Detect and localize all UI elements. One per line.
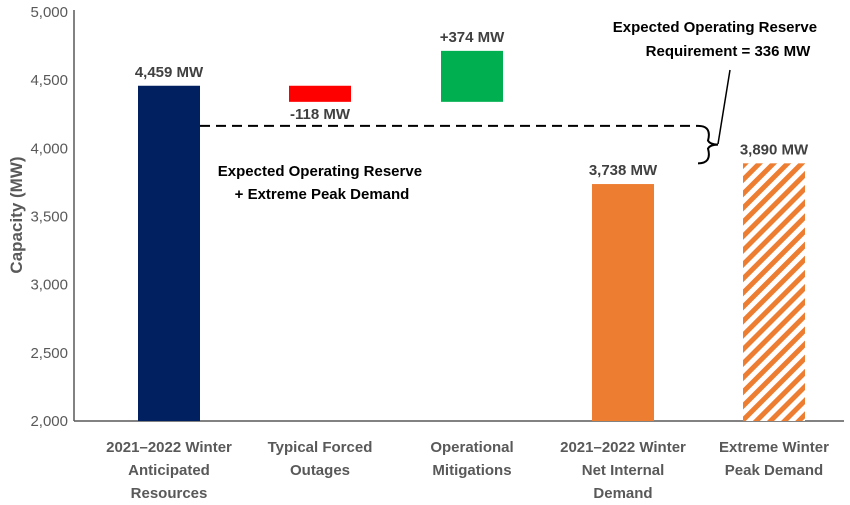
x-category-label: 2021–2022 Winter Anticipated Resources bbox=[106, 439, 232, 502]
annotation-left: Expected Operating Reserve + Extreme Pea… bbox=[218, 163, 426, 203]
annotation-left-line2: + Extreme Peak Demand bbox=[235, 186, 410, 203]
annotation-left-line1: Expected Operating Reserve bbox=[218, 163, 422, 180]
y-tick-label: 5,000 bbox=[30, 4, 68, 21]
y-axis-label: Capacity (MW) bbox=[7, 156, 26, 273]
x-category-label: Operational Mitigations bbox=[430, 439, 513, 479]
bar bbox=[743, 163, 805, 421]
x-axis-category-labels: 2021–2022 Winter Anticipated Resources Typi… bbox=[106, 439, 829, 502]
bar bbox=[592, 184, 654, 421]
y-tick-label: 2,000 bbox=[30, 413, 68, 430]
bar bbox=[289, 85, 351, 102]
bar-data-label: 3,890 MW bbox=[740, 141, 809, 158]
x-category-label: 2021–2022 Winter Net Internal Demand bbox=[560, 439, 686, 502]
bar bbox=[441, 50, 503, 102]
annotation-right-line2: Requirement = 336 MW bbox=[646, 43, 811, 60]
reserve-requirement-bracket bbox=[697, 124, 719, 165]
bar bbox=[138, 85, 200, 421]
y-tick-label: 3,500 bbox=[30, 209, 68, 226]
callout-leader-line bbox=[717, 69, 731, 145]
y-tick-label: 2,500 bbox=[30, 345, 68, 362]
bar-data-labels: 4,459 MW -118 MW +374 MW 3,738 MW 3,890 MW bbox=[135, 29, 809, 179]
bars-group bbox=[138, 50, 805, 421]
y-tick-label: 4,500 bbox=[30, 72, 68, 89]
bar-data-label: +374 MW bbox=[440, 29, 505, 46]
x-category-label: Extreme Winter Peak Demand bbox=[719, 439, 829, 479]
annotation-right: Expected Operating Reserve Requirement =… bbox=[613, 19, 821, 60]
y-axis-tick-labels: 2,000 2,500 3,000 3,500 4,000 4,500 5,000 bbox=[30, 4, 68, 430]
y-tick-label: 3,000 bbox=[30, 277, 68, 294]
bar-data-label: 4,459 MW bbox=[135, 64, 204, 81]
bar-data-label: 3,738 MW bbox=[589, 162, 658, 179]
bar-data-label: -118 MW bbox=[290, 106, 351, 123]
y-tick-label: 4,000 bbox=[30, 140, 68, 157]
annotation-right-line1: Expected Operating Reserve bbox=[613, 19, 817, 36]
x-category-label: Typical Forced Outages bbox=[268, 439, 373, 479]
